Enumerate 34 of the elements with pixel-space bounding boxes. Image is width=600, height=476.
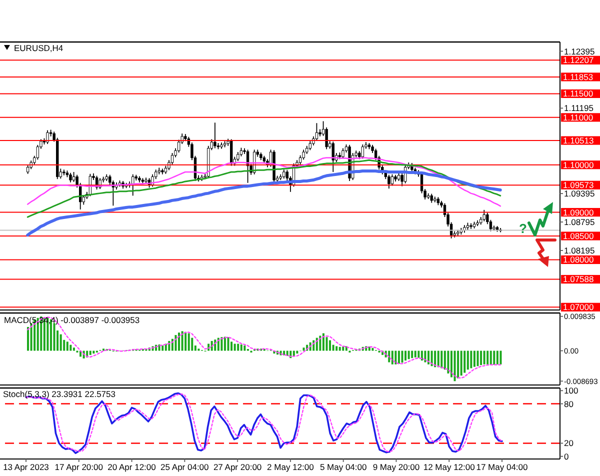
chart-title: EURUSD,H4 — [14, 43, 64, 53]
y-tick-label: 1.08795 — [564, 217, 595, 228]
x-tick-label: 2 May 12:00 — [267, 462, 314, 472]
ref-line-label: 1.08000 — [563, 254, 594, 265]
x-tick-label: 9 May 20:00 — [372, 462, 420, 472]
x-tick-label: 27 Apr 20:00 — [213, 462, 262, 472]
y-tick-label: 1.11195 — [564, 103, 594, 114]
x-tick-label: 12 May 12:00 — [423, 462, 476, 472]
ref-line-label: 1.07000 — [563, 302, 594, 312]
x-tick-label: 20 Apr 12:00 — [108, 462, 156, 472]
x-tick-label: 13 Apr 2023 — [3, 462, 50, 472]
ref-line-label: 1.11853 — [563, 72, 594, 82]
x-tick-label: 5 May 04:00 — [320, 462, 367, 472]
y-tick-label: 1.09395 — [564, 188, 595, 199]
y-tick-label: 80 — [564, 398, 574, 409]
ref-line-label: 1.09573 — [563, 180, 594, 190]
ref-line-label: 1.10000 — [563, 160, 594, 170]
ref-line-label: 1.11500 — [563, 88, 594, 99]
text: ? — [519, 221, 527, 236]
x-tick-label: 25 Apr 04:00 — [160, 462, 210, 472]
x-tick-label: 17 May 04:00 — [476, 462, 528, 472]
ref-line-label: 1.11000 — [563, 112, 594, 122]
ref-line-label: 1.09000 — [563, 207, 594, 218]
ref-line-label: 1.12207 — [563, 55, 594, 66]
ref-line-label: 1.07588 — [563, 274, 594, 284]
y-tick-label: 20 — [564, 438, 574, 448]
y-tick-label: 1.12395 — [564, 46, 595, 56]
y-tick-label: 1.08195 — [564, 245, 595, 256]
chart-title: Stoch(5,3,3) 23.3931 22.5753 — [3, 389, 116, 399]
y-tick-label: 0 — [564, 451, 569, 462]
ref-line-label: 1.10513 — [563, 135, 594, 146]
x-tick-label: 17 Apr 20:00 — [54, 462, 104, 472]
y-tick-label: 100 — [564, 386, 578, 396]
ref-line-label: 1.08500 — [563, 230, 594, 241]
